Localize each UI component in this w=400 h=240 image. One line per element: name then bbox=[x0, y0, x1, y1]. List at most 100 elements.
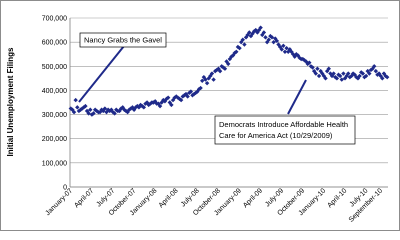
data-point bbox=[263, 35, 268, 40]
data-point bbox=[372, 64, 377, 69]
chart-frame bbox=[0, 0, 400, 231]
data-point bbox=[123, 108, 129, 114]
data-point bbox=[148, 101, 153, 106]
data-point bbox=[341, 71, 346, 76]
data-point bbox=[373, 68, 379, 74]
data-point bbox=[195, 89, 200, 94]
data-point bbox=[268, 33, 273, 39]
data-point bbox=[75, 105, 80, 110]
plot: 0 100,000 200,000 300,000 400,000 500,000 600,… bbox=[42, 16, 390, 224]
data-point bbox=[165, 95, 171, 100]
y-tick-label: 0 bbox=[63, 185, 67, 192]
data-point bbox=[282, 49, 288, 54]
data-point bbox=[326, 66, 331, 71]
data-point bbox=[260, 32, 265, 38]
annotation-box bbox=[214, 115, 356, 145]
data-point bbox=[331, 71, 336, 76]
data-point bbox=[219, 64, 224, 69]
annotation-text: Democrats Introduce Affordable Health bbox=[219, 120, 348, 129]
data-point bbox=[214, 67, 220, 73]
data-point bbox=[170, 97, 176, 103]
data-point bbox=[384, 74, 390, 80]
data-point bbox=[234, 49, 239, 54]
data-point bbox=[383, 73, 388, 79]
data-point bbox=[175, 95, 181, 100]
data-point bbox=[206, 76, 211, 81]
data-point bbox=[209, 71, 215, 76]
data-point bbox=[167, 100, 172, 105]
data-point bbox=[380, 76, 385, 81]
data-point bbox=[271, 39, 276, 45]
data-point bbox=[347, 74, 353, 80]
y-tick-label: 200,000 bbox=[42, 136, 67, 143]
data-point bbox=[346, 71, 351, 76]
y-tick-label: 100,000 bbox=[42, 160, 67, 167]
annotation-arrow bbox=[78, 45, 125, 103]
data-point bbox=[357, 73, 362, 79]
annotation-box bbox=[79, 32, 167, 48]
data-point bbox=[94, 108, 99, 114]
data-point bbox=[79, 106, 85, 111]
data-point bbox=[200, 78, 205, 83]
data-point bbox=[359, 70, 364, 75]
y-tick-label: 600,000 bbox=[42, 40, 67, 47]
data-point bbox=[230, 53, 236, 58]
data-point bbox=[191, 91, 197, 97]
data-point bbox=[240, 37, 245, 42]
data-point bbox=[269, 35, 275, 40]
data-point bbox=[91, 111, 96, 116]
data-point bbox=[258, 25, 263, 30]
data-point bbox=[169, 102, 174, 108]
data-point bbox=[84, 108, 90, 114]
annotation-text: Care for America Act (10/29/2009) bbox=[219, 131, 333, 140]
data-point bbox=[375, 72, 380, 77]
annotation-text: Nancy Grabs the Gavel bbox=[84, 36, 162, 45]
annotation-arrow bbox=[287, 79, 307, 115]
data-point bbox=[247, 30, 252, 35]
data-point bbox=[362, 74, 367, 80]
data-point bbox=[284, 45, 289, 51]
y-tick-label: 500,000 bbox=[42, 64, 67, 71]
data-point bbox=[225, 61, 231, 67]
data-point bbox=[157, 103, 163, 109]
data-point bbox=[151, 100, 156, 105]
data-point bbox=[141, 105, 147, 110]
data-point bbox=[73, 97, 78, 103]
data-point bbox=[261, 30, 267, 35]
data-point bbox=[110, 109, 116, 115]
data-point bbox=[295, 53, 301, 58]
data-point bbox=[378, 73, 383, 79]
data-point bbox=[279, 47, 284, 52]
data-point bbox=[131, 107, 137, 112]
data-point bbox=[81, 105, 86, 110]
data-point bbox=[316, 73, 322, 79]
data-point bbox=[266, 37, 271, 42]
data-point bbox=[105, 107, 111, 112]
data-point bbox=[203, 77, 208, 82]
data-point bbox=[360, 71, 366, 76]
data-point bbox=[68, 106, 74, 111]
data-point bbox=[178, 97, 184, 103]
data-point bbox=[217, 68, 223, 74]
data-point bbox=[363, 73, 369, 79]
data-point bbox=[101, 108, 106, 114]
data-point bbox=[307, 60, 312, 65]
data-point bbox=[337, 73, 343, 79]
data-point bbox=[159, 100, 164, 105]
data-point bbox=[211, 77, 216, 82]
data-point bbox=[315, 66, 320, 71]
data-point bbox=[303, 59, 309, 64]
y-axis-label: Initial Unemployment Filings bbox=[6, 47, 15, 156]
data-point bbox=[187, 90, 192, 96]
data-point bbox=[88, 107, 93, 112]
data-point bbox=[238, 39, 244, 45]
data-point bbox=[143, 101, 148, 106]
data-point bbox=[204, 80, 210, 86]
data-point bbox=[70, 107, 75, 112]
data-point bbox=[71, 109, 77, 115]
data-point bbox=[245, 32, 250, 38]
data-point bbox=[198, 85, 203, 91]
data-point bbox=[237, 45, 242, 51]
chart: Initial Unemployment Filings 0 100,000 200… bbox=[0, 0, 400, 231]
data-point bbox=[274, 38, 280, 44]
